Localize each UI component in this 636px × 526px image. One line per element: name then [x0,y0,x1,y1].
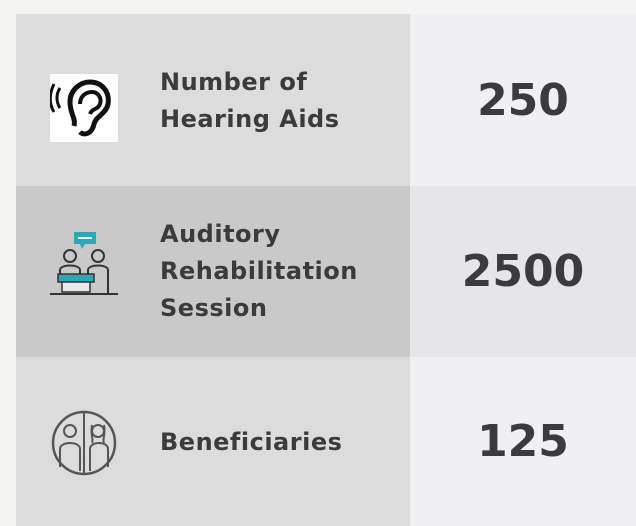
stats-table: Number of Hearing Aids 250 Auditory Reha… [16,14,636,526]
stat-row: Auditory Rehabilitation Session 2500 [16,186,636,357]
value-cell: 250 [410,14,636,186]
label-cell: Auditory Rehabilitation Session [16,186,410,357]
label-line: Auditory [160,220,281,248]
row-label: Auditory Rehabilitation Session [160,216,358,327]
value-cell: 125 [410,357,636,526]
session-icon [50,232,118,295]
label-line: Beneficiaries [160,428,343,456]
label-line: Rehabilitation [160,257,358,285]
beneficiaries-icon [51,410,117,476]
label-line: Number of [160,68,308,96]
label-cell: Number of Hearing Aids [16,14,410,186]
value-cell: 2500 [410,186,636,357]
label-cell: Beneficiaries [16,357,410,526]
ear-icon [50,74,118,142]
row-label: Number of Hearing Aids [160,64,340,138]
label-line: Session [160,294,268,322]
stat-row: Number of Hearing Aids 250 [16,14,636,186]
stat-row: Beneficiaries 125 [16,357,636,526]
row-label: Beneficiaries [160,424,342,461]
label-line: Hearing Aids [160,105,340,133]
